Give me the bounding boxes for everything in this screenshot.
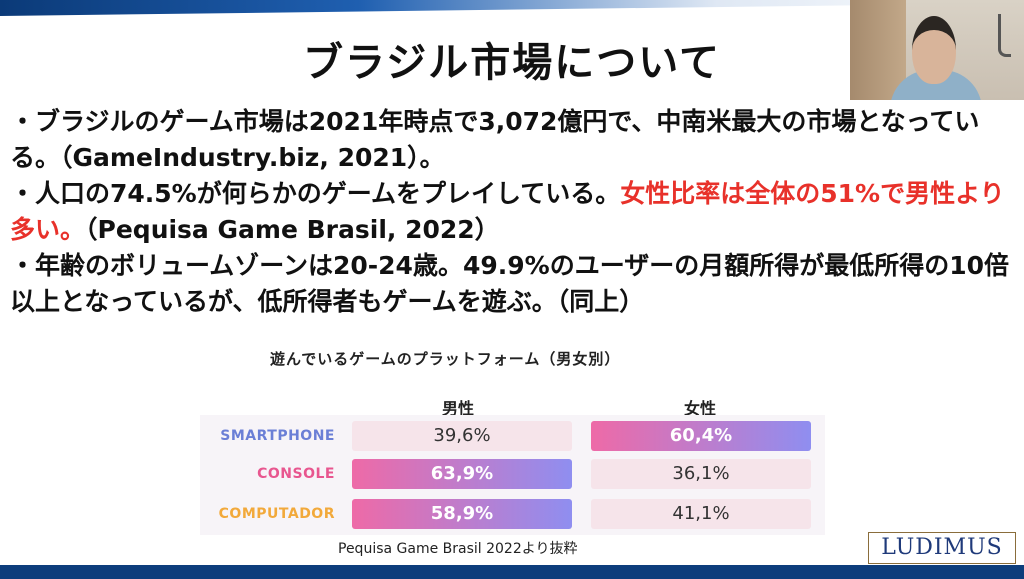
cell-console-male: 63,9% xyxy=(352,459,572,489)
bullet-market-size: ・ブラジルのゲーム市場は2021年時点で3,072億円で、中南米最大の市場となっ… xyxy=(10,107,980,172)
presenter-webcam-feed xyxy=(850,0,1024,100)
bullet-female-ratio-highlight: 女性比率は全体の51%で男性より多い。 xyxy=(10,179,1005,244)
row-label-computador: COMPUTADOR xyxy=(218,506,335,522)
bottom-decoration-band xyxy=(0,565,1024,579)
slide-title: ブラジル市場について xyxy=(303,40,721,86)
bullet-list: ・ブラジルのゲーム市場は2021年時点で3,072億円で、中南米最大の市場となっ… xyxy=(10,104,1014,320)
bullet-population-text: ・人口の74.5%が何らかのゲームをプレイしている。 xyxy=(10,179,621,208)
bullet-age-income: ・年齢のボリュームゾーンは20-24歳。49.9%のユーザーの月額所得が最低所得… xyxy=(10,251,1009,316)
cell-computador-male: 58,9% xyxy=(352,499,572,529)
bullet-population-source: （Pequisa Game Brasil, 2022） xyxy=(85,215,500,244)
cell-computador-female: 41,1% xyxy=(591,499,811,529)
ludimus-logo: LUDIMUS xyxy=(868,532,1016,564)
cell-console-female: 36,1% xyxy=(591,459,811,489)
presenter-head xyxy=(912,16,956,84)
chart-title: 遊んでいるゲームのプラットフォーム（男女別） xyxy=(270,350,621,368)
column-header-male: 男性 xyxy=(441,399,474,418)
column-header-female: 女性 xyxy=(683,399,716,418)
cell-smartphone-female: 60,4% xyxy=(591,421,811,451)
webcam-wall-hook xyxy=(998,14,1011,57)
source-caption: Pequisa Game Brasil 2022より抜粋 xyxy=(338,541,578,557)
row-label-console: CONSOLE xyxy=(257,466,335,482)
row-label-smartphone: SMARTPHONE xyxy=(220,428,335,444)
webcam-background-door xyxy=(850,0,906,100)
cell-smartphone-male: 39,6% xyxy=(352,421,572,451)
bullet-population: ・人口の74.5%が何らかのゲームをプレイしている。女性比率は全体の51%で男性… xyxy=(10,176,1014,248)
